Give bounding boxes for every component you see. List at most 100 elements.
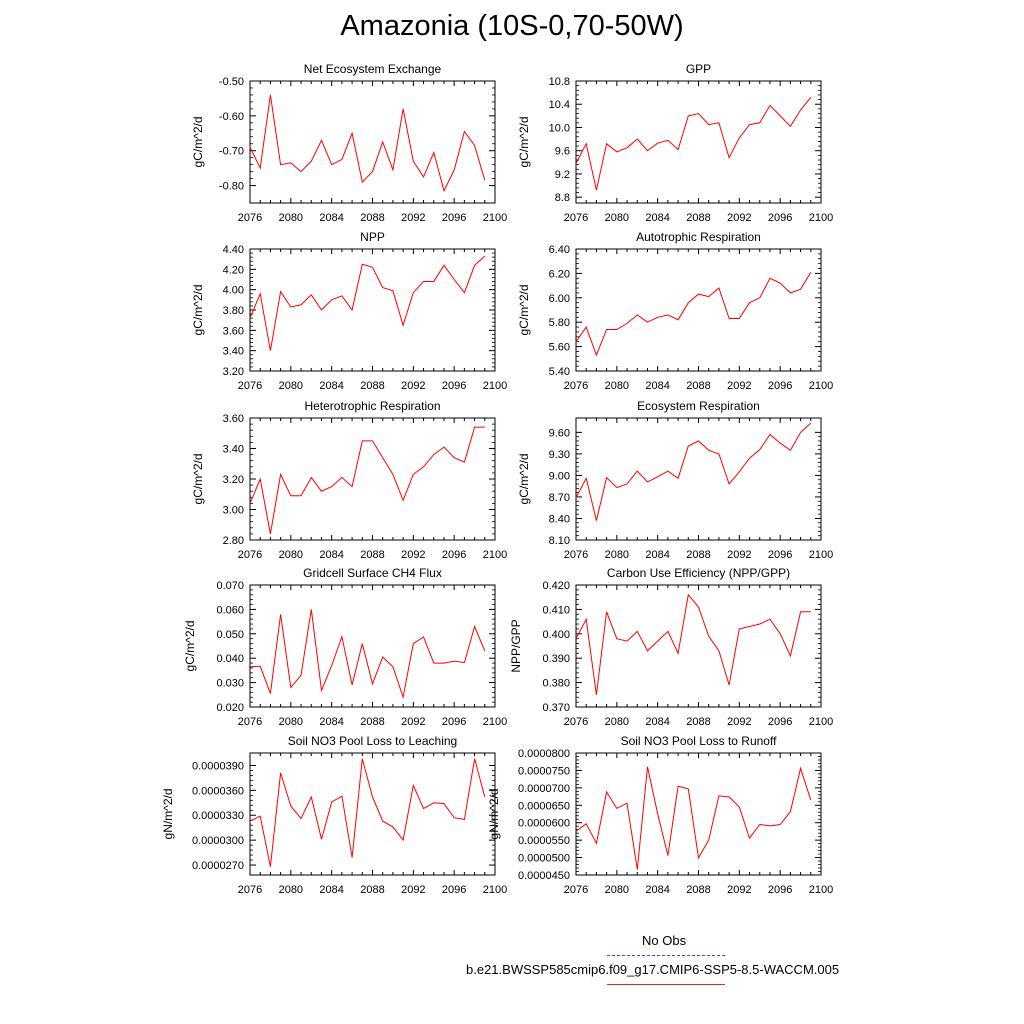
plot-frame: [249, 752, 496, 876]
chart-panel: NPP gC/m^2/d 2076 2080 2084 2088 2092 2096 2100 3…: [191, 230, 507, 392]
y-tick-label: 10.0: [549, 122, 570, 134]
y-tick-label: 0.030: [216, 678, 244, 690]
y-axis-label: gN/m^2/d: [487, 789, 501, 840]
x-tick-label: 2092: [401, 380, 425, 392]
x-tick-label: 2084: [645, 380, 669, 392]
y-tick-label: 8.8: [555, 192, 570, 204]
x-tick-label: 2096: [768, 549, 792, 561]
x-tick-label: 2088: [686, 380, 710, 392]
x-tick-label: 2076: [564, 212, 588, 224]
series-line: [575, 593, 811, 695]
plot-frame: [575, 80, 822, 204]
y-tick-label: 0.0000300: [192, 835, 244, 847]
y-tick-label: 0.370: [542, 702, 570, 714]
series-line: [249, 426, 485, 534]
y-tick-label: 6.20: [549, 268, 570, 280]
x-tick-label: 2096: [442, 716, 466, 728]
chart-panel: Soil NO3 Pool Loss to Leaching gN/m^2/d 20…: [161, 734, 507, 896]
x-tick-label: 2080: [605, 884, 629, 896]
y-tick-label: 0.0000500: [518, 853, 570, 865]
x-tick-label: 2084: [645, 212, 669, 224]
x-tick-label: 2092: [401, 884, 425, 896]
x-tick-label: 2092: [727, 380, 751, 392]
y-axis-label: NPP/GPP: [509, 619, 523, 672]
y-tick-label: -0.70: [219, 146, 244, 158]
y-tick-label: 9.2: [555, 169, 570, 181]
y-tick-label: 4.00: [223, 285, 244, 297]
chart-panel: Carbon Use Efficiency (NPP/GPP) NPP/GPP 20…: [509, 566, 833, 728]
x-tick-label: 2100: [483, 549, 507, 561]
y-tick-label: -0.60: [219, 111, 244, 123]
plot-frame: [249, 584, 496, 708]
x-tick-label: 2092: [727, 212, 751, 224]
y-tick-label: 0.070: [216, 580, 244, 592]
x-tick-label: 2084: [645, 716, 669, 728]
y-tick-label: 3.40: [223, 444, 244, 456]
series-line: [249, 609, 486, 700]
x-tick-label: 2080: [279, 212, 303, 224]
x-tick-label: 2088: [686, 212, 710, 224]
x-tick-label: 2088: [360, 716, 384, 728]
y-tick-label: 8.70: [549, 492, 570, 504]
x-tick-label: 2100: [483, 884, 507, 896]
x-tick-label: 2076: [564, 380, 588, 392]
series-line: [575, 766, 812, 870]
y-axis-label: gC/m^2/d: [517, 285, 531, 336]
series-line: [249, 758, 486, 867]
y-tick-label: 10.8: [549, 76, 570, 88]
chart-title: Gridcell Surface CH4 Flux: [303, 566, 442, 580]
y-tick-label: 0.0000600: [518, 818, 570, 830]
plot-frame: [249, 80, 496, 204]
x-tick-label: 2096: [442, 212, 466, 224]
x-tick-label: 2092: [727, 884, 751, 896]
x-tick-label: 2076: [238, 884, 262, 896]
x-tick-label: 2092: [401, 549, 425, 561]
x-tick-label: 2080: [279, 716, 303, 728]
x-tick-label: 2088: [360, 549, 384, 561]
y-tick-label: 0.050: [216, 629, 244, 641]
x-tick-label: 2076: [238, 716, 262, 728]
x-tick-label: 2100: [809, 549, 833, 561]
y-tick-label: 3.60: [223, 413, 244, 425]
series-line: [575, 96, 812, 191]
x-tick-label: 2092: [727, 716, 751, 728]
y-tick-label: 9.30: [549, 449, 570, 461]
x-tick-label: 2080: [279, 380, 303, 392]
y-tick-label: 0.0000750: [518, 765, 570, 777]
y-tick-label: 0.0000700: [518, 783, 570, 795]
chart-title: Soil NO3 Pool Loss to Runoff: [621, 734, 778, 748]
x-tick-label: 2080: [605, 380, 629, 392]
x-tick-label: 2084: [319, 549, 343, 561]
x-tick-label: 2088: [686, 716, 710, 728]
chart-title: Autotrophic Respiration: [636, 230, 761, 244]
chart-panel: Gridcell Surface CH4 Flux gC/m^2/d 2076 208…: [183, 566, 507, 728]
y-tick-label: 6.40: [549, 244, 570, 256]
y-axis-label: gC/m^2/d: [191, 454, 205, 505]
x-tick-label: 2088: [360, 380, 384, 392]
y-tick-label: 9.60: [549, 427, 570, 439]
x-tick-label: 2080: [279, 884, 303, 896]
y-tick-label: 3.40: [223, 346, 244, 358]
x-tick-label: 2096: [768, 884, 792, 896]
x-tick-label: 2096: [442, 549, 466, 561]
y-tick-label: 3.00: [223, 505, 244, 517]
series-line: [249, 94, 486, 193]
plot-frame: [575, 417, 822, 541]
y-tick-label: 5.60: [549, 342, 570, 354]
x-tick-label: 2088: [686, 884, 710, 896]
y-tick-label: 4.20: [223, 264, 244, 276]
y-tick-label: -0.50: [219, 76, 244, 88]
y-tick-label: 0.040: [216, 653, 244, 665]
y-axis-label: gC/m^2/d: [191, 117, 205, 168]
x-tick-label: 2100: [483, 380, 507, 392]
plot-frame: [249, 417, 496, 541]
y-tick-label: 0.380: [542, 678, 570, 690]
x-tick-label: 2076: [564, 884, 588, 896]
x-tick-label: 2076: [564, 716, 588, 728]
y-axis-label: gN/m^2/d: [161, 789, 175, 840]
x-tick-label: 2080: [605, 212, 629, 224]
series-line: [575, 271, 812, 357]
x-tick-label: 2100: [809, 212, 833, 224]
plot-frame: [575, 584, 822, 708]
